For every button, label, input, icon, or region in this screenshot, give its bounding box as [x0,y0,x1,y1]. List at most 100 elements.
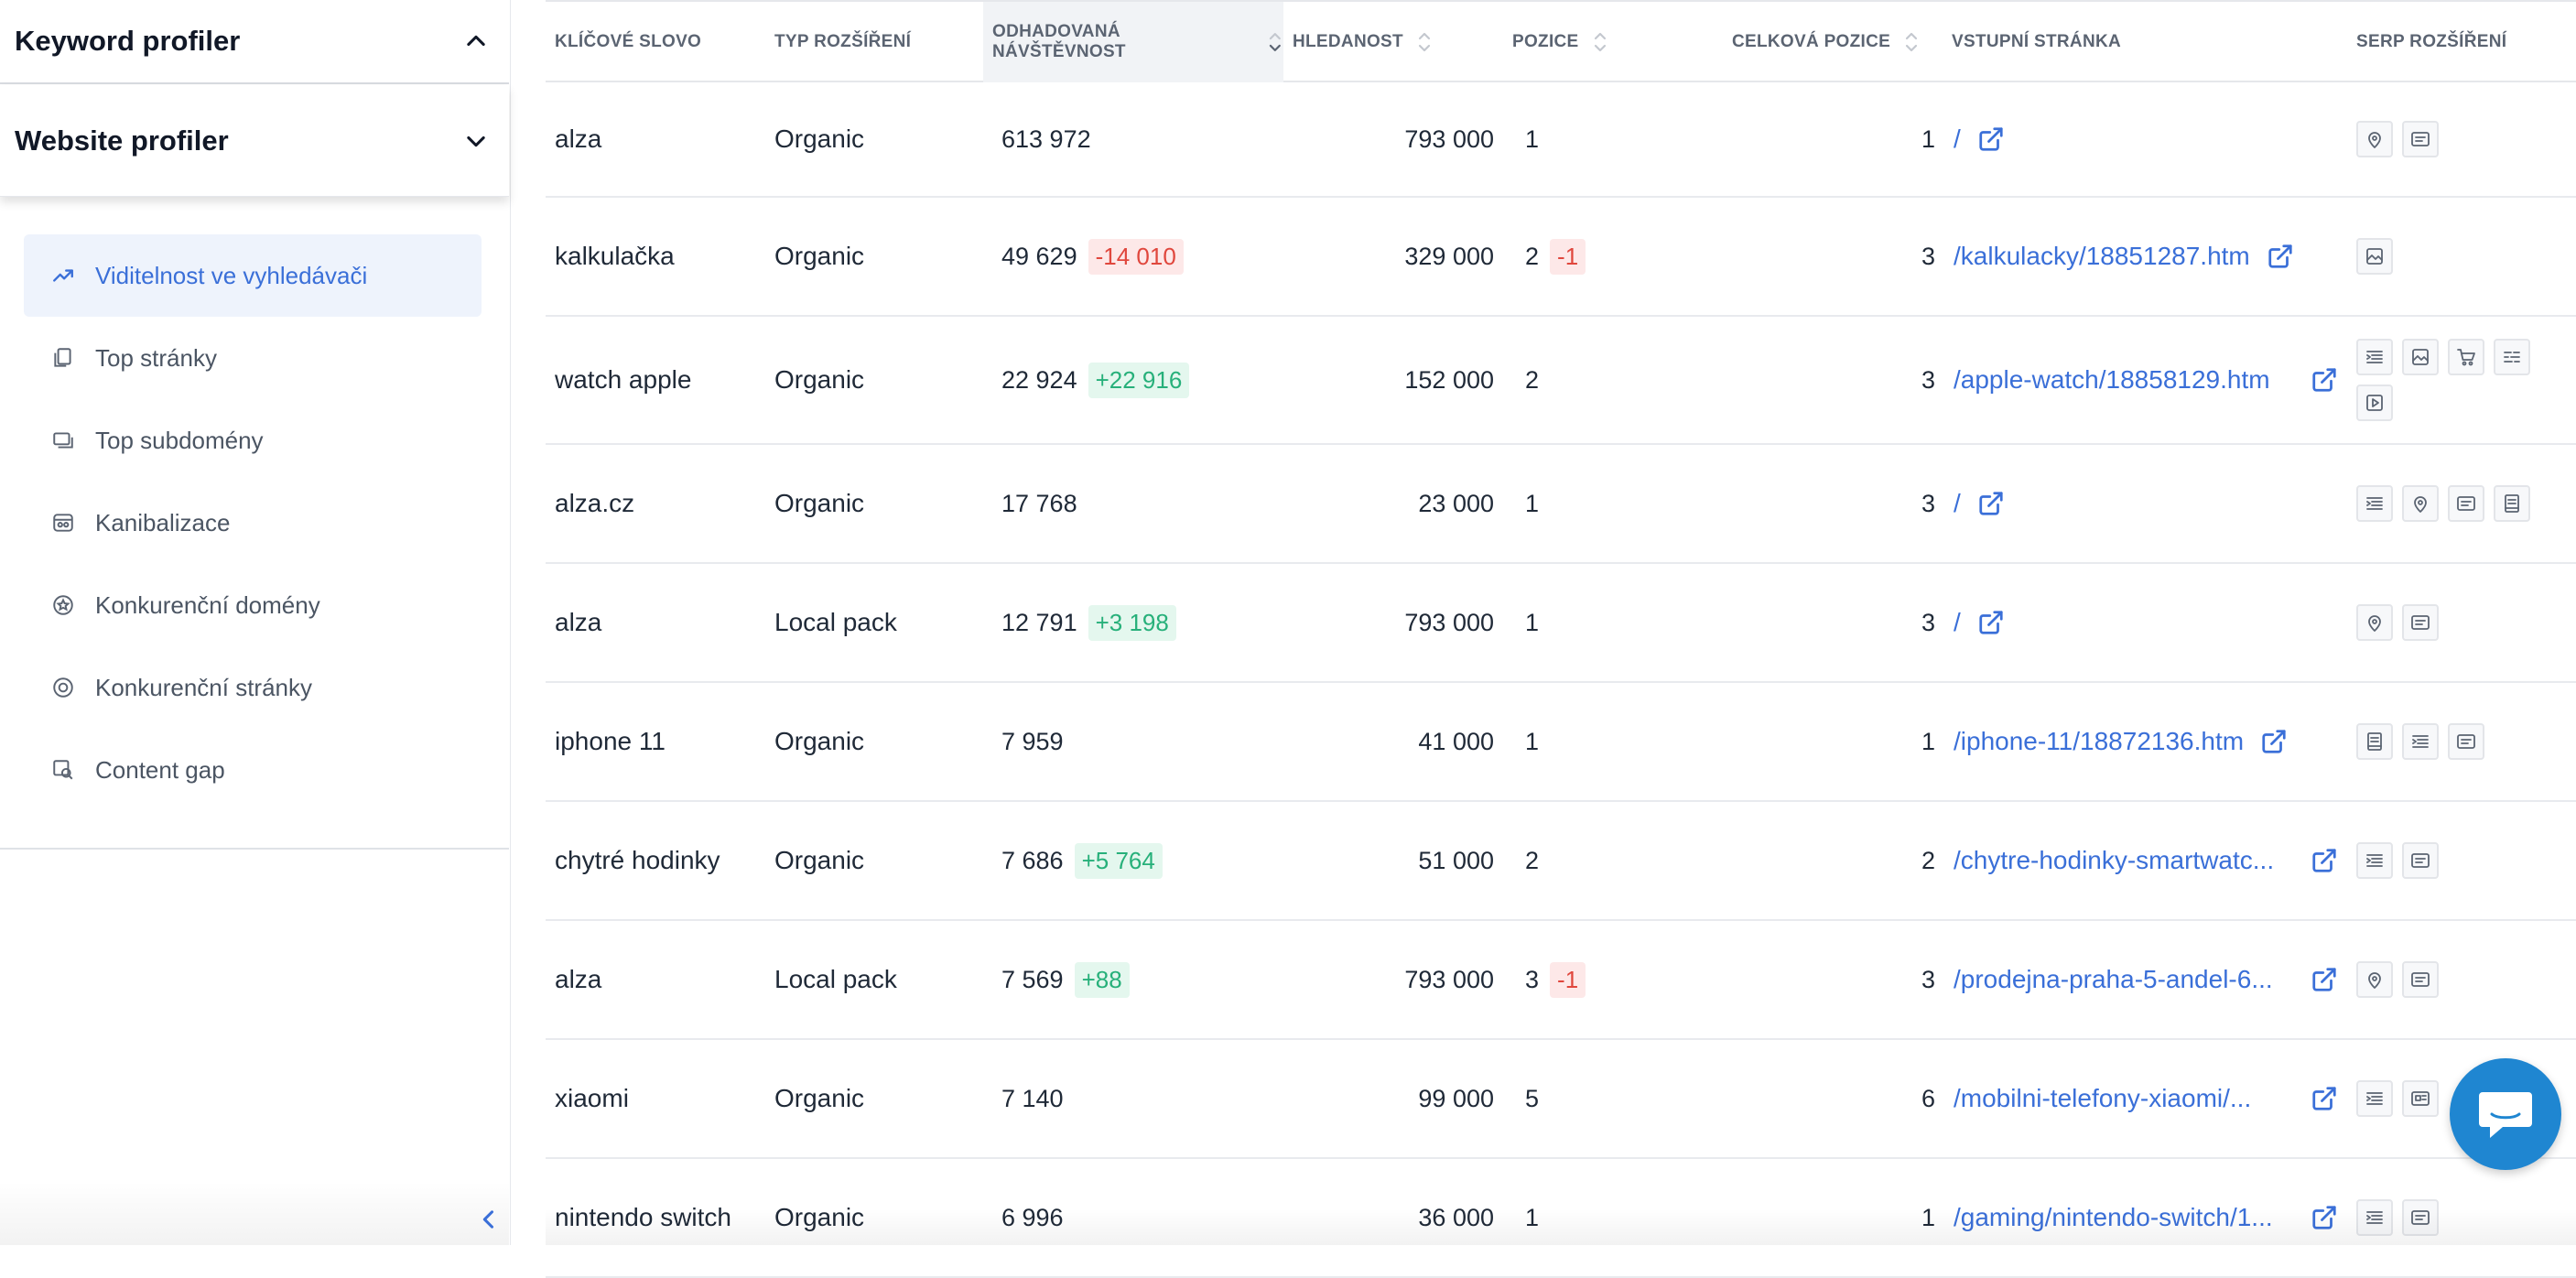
column-header-total-position[interactable]: CELKOVÁ POZICE [1723,2,1943,82]
landing-page-cell: /gaming/nintendo-switch/1... [1954,1159,2338,1276]
chevron-up-icon[interactable] [463,28,489,54]
reviews-icon[interactable] [2448,485,2484,522]
reviews-icon[interactable] [2402,121,2439,157]
collapse-sidebar-button[interactable] [476,1207,503,1234]
position-cell: 1 [1525,1159,1708,1276]
column-header-traffic[interactable]: ODHADOVANÁ NÁVŠTĚVNOST [983,2,1283,82]
total-position-cell: 3 [1921,489,1935,517]
image-icon[interactable] [2402,339,2439,375]
landing-page-link[interactable]: / [1954,608,1961,636]
chevron-down-icon[interactable] [463,128,489,154]
type-cell: Organic [774,489,865,517]
table-row[interactable]: iphone 11 Organic 7 959 41 000 1 1 /ipho… [546,683,2576,802]
external-link-icon[interactable] [2311,966,2338,993]
map-pin-icon[interactable] [2356,961,2393,998]
position-value: 1 [1525,489,1540,517]
sitelinks-icon[interactable] [2356,339,2393,375]
subdomains-icon [49,427,77,454]
external-link-icon[interactable] [2311,366,2338,394]
sitelinks-icon[interactable] [2356,485,2393,522]
serp-cell [2356,1159,2567,1276]
keyword-profiler-header[interactable]: Keyword profiler [0,0,509,84]
website-profiler-header[interactable]: Website profiler [0,85,509,197]
total-position-cell: 1 [1921,125,1935,153]
reviews-icon[interactable] [2402,842,2439,879]
type-cell: Organic [774,727,865,755]
external-link-icon[interactable] [2311,1204,2338,1231]
knowledge-panel-icon[interactable] [2356,723,2393,760]
sitelinks-icon[interactable] [2356,1199,2393,1236]
keyword-cell: alza [555,608,602,636]
external-link-icon[interactable] [1977,490,2005,517]
sitelinks-icon[interactable] [2402,723,2439,760]
shopping-cart-icon[interactable] [2448,339,2484,375]
serp-features [2356,842,2558,879]
external-link-icon[interactable] [2260,728,2288,755]
sidebar-item-cannibalization[interactable]: Kanibalizace [24,482,482,564]
external-link-icon[interactable] [2267,243,2294,270]
map-pin-icon[interactable] [2402,485,2439,522]
serp-cell [2356,82,2567,196]
knowledge-panel-icon[interactable] [2494,485,2530,522]
faq-icon[interactable] [2494,339,2530,375]
column-header-position[interactable]: POZICE [1503,2,1723,82]
table-row[interactable]: kalkulačka Organic 49 629 -14 010 329 000… [546,198,2576,317]
serp-cell [2356,921,2567,1038]
landing-page-link[interactable]: /apple-watch/18858129.htm [1954,365,2270,395]
external-link-icon[interactable] [2311,1085,2338,1112]
map-pin-icon[interactable] [2356,121,2393,157]
news-icon[interactable] [2402,1080,2439,1117]
reviews-icon[interactable] [2402,961,2439,998]
table-row[interactable]: alza Local pack 7 569 +88 793 000 3 -1 3 /… [546,921,2576,1040]
reviews-icon[interactable] [2448,723,2484,760]
landing-page-link[interactable]: /kalkulacky/18851287.htm [1954,242,2250,270]
sidebar-divider [0,848,509,850]
landing-page-link[interactable]: / [1954,125,1961,153]
sidebar-item-content-gap[interactable]: Content gap [24,729,482,811]
volume-cell: 41 000 [1418,727,1494,755]
sidebar-item-visibility[interactable]: Viditelnost ve vyhledávači [24,234,482,317]
landing-page-link[interactable]: /mobilni-telefony-xiaomi/... [1954,1084,2252,1113]
table-row[interactable]: chytré hodinky Organic 7 686 +5 764 51 00… [546,802,2576,921]
landing-page-link[interactable]: /chytre-hodinky-smartwatc... [1954,846,2275,875]
position-cell: 2 [1525,802,1708,919]
external-link-icon[interactable] [2311,847,2338,874]
sidebar-item-top-pages[interactable]: Top stránky [24,317,482,399]
sidebar-item-competitor-domains[interactable]: Konkurenční domény [24,564,482,646]
total-position-cell: 3 [1921,365,1935,394]
chat-button[interactable] [2450,1058,2561,1170]
landing-page-link[interactable]: /iphone-11/18872136.htm [1954,727,2245,755]
reviews-icon[interactable] [2402,604,2439,641]
serp-features [2356,604,2558,641]
landing-page-link[interactable]: /gaming/nintendo-switch/1... [1954,1203,2273,1232]
type-cell: Local pack [774,965,897,993]
video-icon[interactable] [2356,384,2393,421]
sidebar-item-competitor-pages[interactable]: Konkurenční stránky [24,646,482,729]
column-header-type[interactable]: TYP ROZŠÍŘENÍ [774,32,912,51]
reviews-icon[interactable] [2402,1199,2439,1236]
sitelinks-icon[interactable] [2356,842,2393,879]
table-row[interactable]: xiaomi Organic 7 140 99 000 5 6 /mobilni… [546,1040,2576,1159]
sort-icon [1594,32,1606,52]
table-row[interactable]: alza Local pack 12 791 +3 198 793 000 1 3… [546,564,2576,683]
table-row[interactable]: alza.cz Organic 17 768 23 000 1 3 / [546,445,2576,564]
table-row[interactable]: nintendo switch Organic 6 996 36 000 1 1… [546,1159,2576,1278]
website-profiler-title: Website profiler [15,124,229,157]
sitelinks-icon[interactable] [2356,1080,2393,1117]
table-row[interactable]: alza Organic 613 972 793 000 1 1 / [546,82,2576,198]
position-delta-badge: -1 [1550,961,1586,998]
image-icon[interactable] [2356,238,2393,275]
sidebar-item-top-subdomains[interactable]: Top subdomény [24,399,482,482]
external-link-icon[interactable] [1977,125,2005,153]
landing-page-link[interactable]: / [1954,489,1961,517]
landing-page-link[interactable]: /prodejna-praha-5-andel-6... [1954,965,2273,994]
position-value: 2 [1525,365,1540,394]
table-row[interactable]: watch apple Organic 22 924 +22 916 152 00… [546,317,2576,445]
external-link-icon[interactable] [1977,609,2005,636]
volume-cell: 99 000 [1418,1084,1494,1112]
column-header-keyword[interactable]: KLÍČOVÉ SLOVO [555,32,702,51]
position-cell: 1 [1525,564,1708,681]
map-pin-icon[interactable] [2356,604,2393,641]
content-gap-icon [49,756,77,784]
column-header-volume[interactable]: HLEDANOST [1283,2,1503,82]
